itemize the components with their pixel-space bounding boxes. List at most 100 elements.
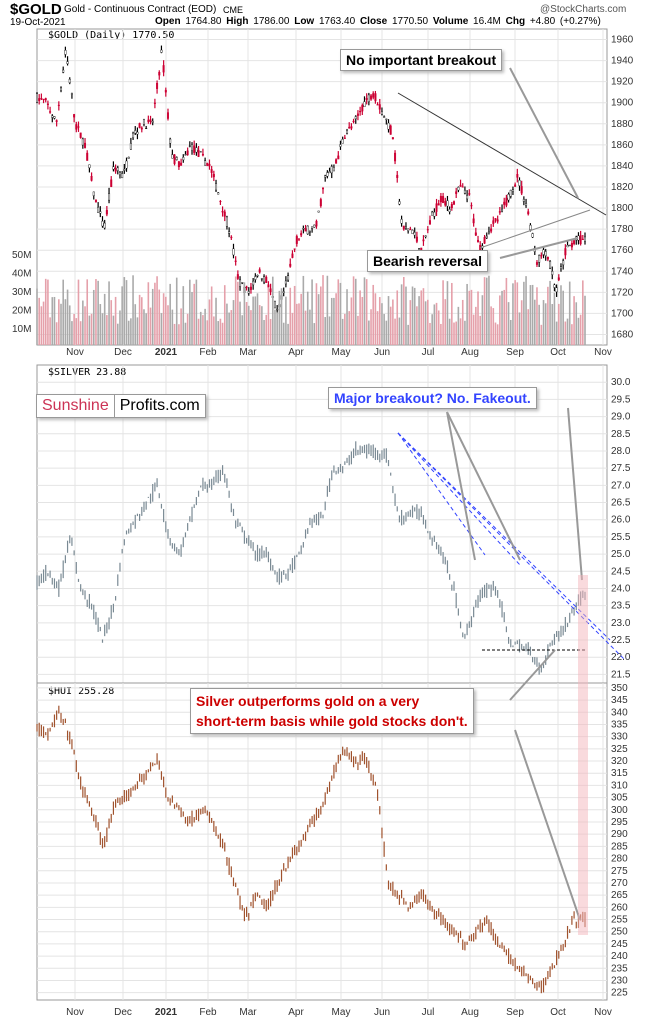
y-tick-label: 250 — [611, 927, 628, 938]
y-tick-label: 350 — [611, 683, 628, 694]
candle-body — [356, 113, 359, 116]
volume-bar — [389, 306, 392, 345]
volume-bar — [372, 284, 375, 345]
y-tick-label: 26.0 — [611, 515, 631, 526]
candle-body — [234, 260, 237, 262]
volume-bar — [114, 296, 117, 345]
volume-bar — [195, 279, 198, 345]
candle-body — [525, 203, 528, 206]
candle-body — [73, 114, 76, 118]
volume-bar — [127, 320, 130, 345]
instrument-name: Gold - Continuous Contract (EOD) — [64, 4, 217, 15]
volume-bar — [579, 314, 582, 345]
x-tick-label: Nov — [594, 347, 612, 358]
candle-body — [468, 193, 471, 195]
candle-body — [188, 145, 191, 147]
volume-bar — [182, 286, 185, 345]
candle-body — [477, 239, 480, 243]
candle-body — [247, 291, 250, 294]
candle-body — [225, 216, 228, 227]
x-tick-label: 2021 — [155, 347, 178, 358]
volume-bar — [571, 324, 573, 345]
y-tick-label: 1740 — [611, 266, 634, 277]
volume-bar — [82, 300, 84, 345]
volume-bar — [470, 289, 473, 345]
volume-bar — [267, 287, 270, 345]
candle-body — [549, 261, 552, 269]
candle-body — [501, 208, 504, 212]
volume-tick-label: 40M — [12, 269, 31, 280]
candle-body — [177, 161, 180, 168]
candle-body — [354, 116, 357, 120]
volume-bar — [84, 306, 86, 345]
candle-body — [540, 254, 543, 257]
volume-bar — [239, 301, 241, 345]
y-tick-label: 1880 — [611, 119, 634, 130]
volume-bar — [99, 304, 102, 345]
volume-bar — [383, 314, 385, 345]
candle-body — [361, 104, 364, 112]
candle-body — [448, 209, 451, 213]
candle-body — [103, 222, 106, 229]
volume-bar — [250, 310, 252, 345]
candle-body — [42, 98, 45, 100]
volume-bar — [304, 310, 307, 345]
candle-body — [116, 167, 119, 171]
volume-tick-label: 30M — [12, 287, 31, 298]
volume-bar — [435, 302, 438, 345]
candle-body — [494, 218, 497, 221]
volume-bar — [472, 314, 475, 345]
volume-tick-label: 10M — [12, 324, 31, 335]
candle-body — [125, 160, 128, 169]
y-tick-label: 1700 — [611, 308, 634, 319]
volume-bar — [433, 304, 436, 345]
annotation-line-1: Silver outperforms gold on a very — [196, 693, 420, 709]
candle-body — [433, 211, 436, 217]
volume-bar — [165, 296, 167, 345]
candle-body — [199, 151, 202, 153]
volume-bar — [322, 275, 324, 345]
y-tick-label: 230 — [611, 975, 628, 986]
y-tick-label: 30.0 — [611, 377, 631, 388]
gold-resistance-line — [397, 92, 607, 216]
candle-body — [267, 284, 270, 288]
candle-body — [94, 199, 97, 203]
candle-body — [557, 277, 560, 280]
volume-bar — [536, 287, 538, 345]
volume-bar — [289, 287, 292, 345]
candle-body — [496, 219, 499, 222]
volume-bar — [523, 281, 525, 345]
y-tick-label: 335 — [611, 719, 628, 730]
candle-body — [97, 206, 100, 213]
volume-bar — [516, 282, 519, 345]
candle-body — [118, 171, 121, 176]
volume-bar — [437, 310, 440, 345]
volume-bar — [427, 299, 429, 345]
volume-bar — [503, 289, 506, 345]
candle-body — [555, 287, 558, 293]
y-tick-label: 225 — [611, 988, 628, 999]
candle-body — [51, 115, 54, 118]
candle-body — [114, 168, 117, 172]
volume-bar — [328, 316, 331, 345]
x-tick-label: Feb — [199, 347, 217, 358]
volume-bar — [173, 323, 176, 345]
volume-bar — [36, 288, 38, 345]
y-tick-label: 325 — [611, 744, 628, 755]
volume-bar — [258, 305, 261, 345]
volume-bar — [387, 296, 390, 345]
volume-bar — [252, 296, 254, 345]
volume-bar — [68, 305, 71, 345]
volume-bar — [509, 319, 512, 345]
volume-bar — [92, 289, 95, 345]
volume-bar — [492, 308, 495, 345]
volume-bar — [256, 293, 259, 345]
volume-bar — [481, 295, 484, 345]
candle-body — [352, 120, 355, 123]
x-tick-label: Oct — [550, 1007, 566, 1018]
y-tick-label: 235 — [611, 963, 628, 974]
volume-bar — [490, 306, 492, 345]
candle-body — [151, 120, 154, 123]
candle-body — [140, 127, 143, 130]
y-tick-label: 315 — [611, 768, 628, 779]
